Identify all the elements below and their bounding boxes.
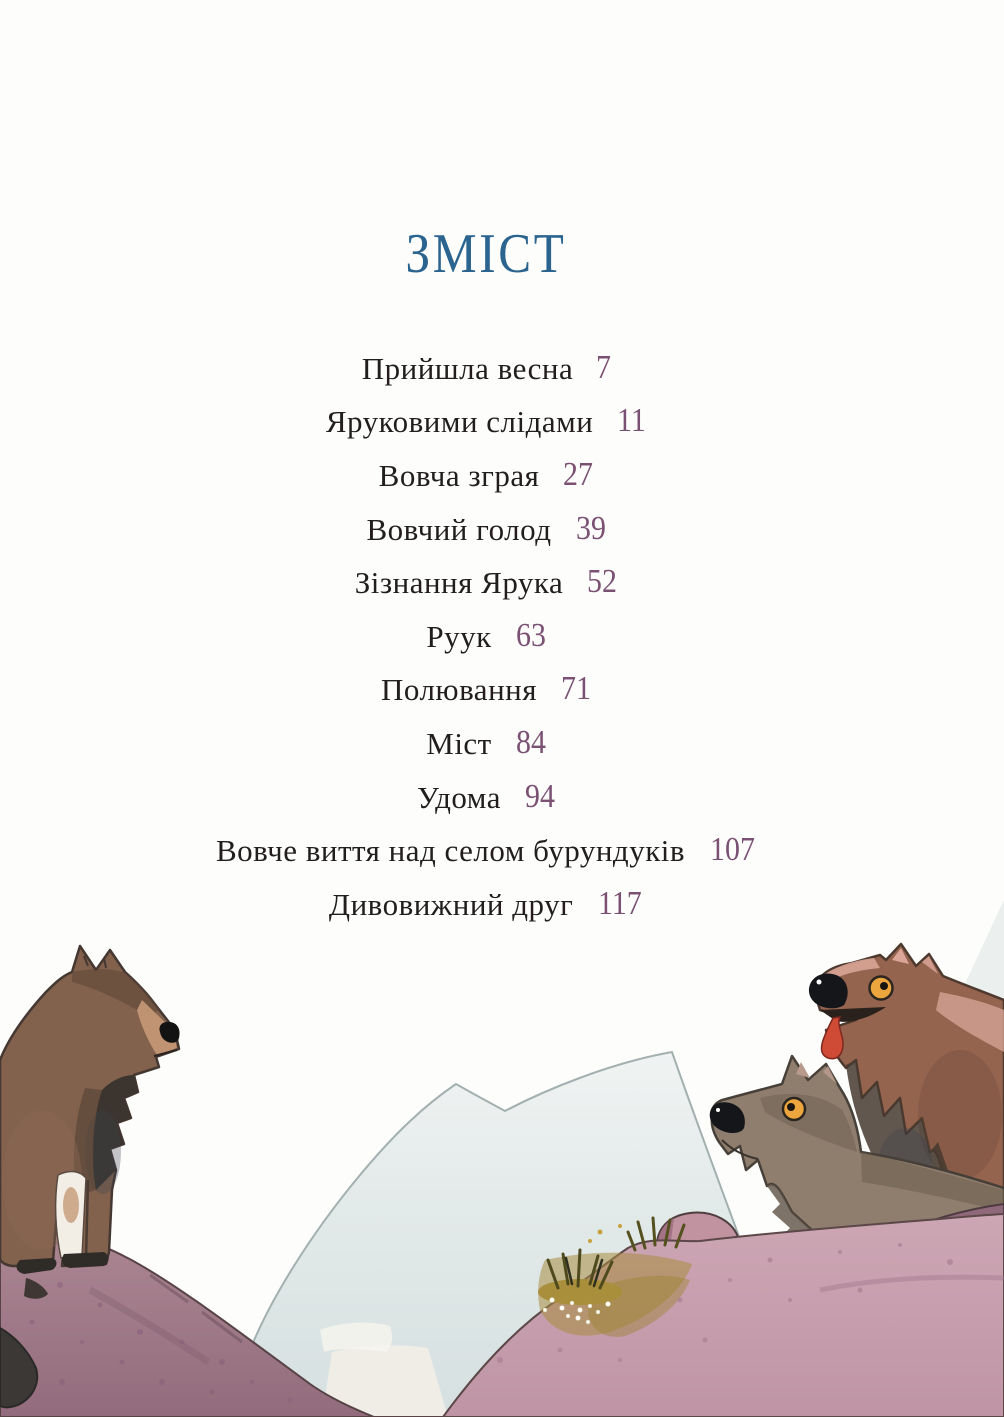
- chapter-title: Вовчий голод: [366, 511, 552, 547]
- chapter-page-number: 52: [587, 563, 618, 601]
- chapter-title: Зізнання Ярука: [354, 565, 564, 601]
- chapter-title: Міст: [426, 725, 492, 761]
- chapter-title: Прийшла весна: [361, 350, 574, 386]
- wolf-tail: [0, 1326, 39, 1409]
- chapter-title: Вовча зграя: [378, 457, 540, 493]
- chapter-title: Полювання: [380, 672, 538, 708]
- toc-entry: Вовче виття над селом бурундуків 107: [0, 824, 989, 878]
- chapter-title: Вовче виття над селом бурундуків: [215, 833, 686, 869]
- toc-entry: Прийшла весна 7: [0, 342, 989, 396]
- toc-entry: Яруковими слідами 11: [0, 396, 989, 450]
- grass-tufts: [538, 1216, 686, 1325]
- chapter-page-number: 63: [515, 616, 546, 654]
- wolves-illustration: [0, 900, 1004, 1417]
- chapter-page-number: 84: [515, 723, 546, 761]
- chapter-page-number: 107: [710, 831, 755, 869]
- toc-entry: Вовча зграя 27: [0, 449, 989, 503]
- left-wolf: [0, 944, 181, 1299]
- chapter-title: Яруковими слідами: [325, 404, 594, 440]
- gray-wolf: [709, 1054, 1004, 1248]
- toc-entry: Зізнання Ярука 52: [0, 556, 989, 610]
- chapter-page-number: 7: [596, 348, 612, 386]
- chapter-page-number: 39: [575, 509, 606, 547]
- chapter-page-number: 11: [617, 402, 647, 440]
- chapter-page-number: 117: [598, 884, 643, 922]
- toc-entry: Дивовижний друг 117: [0, 878, 989, 932]
- chapter-title: Дивовижний друг: [328, 886, 574, 922]
- toc-entry: Руук 63: [0, 610, 989, 664]
- toc-entry: Міст 84: [0, 717, 989, 771]
- chapter-title: Удома: [417, 779, 501, 815]
- chapter-page-number: 94: [525, 777, 555, 815]
- toc-entry: Удома 94: [0, 771, 989, 825]
- chapter-page-number: 71: [561, 670, 591, 708]
- toc-entry: Полювання 71: [0, 664, 989, 718]
- chapter-title: Руук: [426, 618, 492, 654]
- toc-entry: Вовчий голод 39: [0, 503, 989, 557]
- page-title: ЗМІСТ: [405, 223, 567, 285]
- chapter-page-number: 27: [563, 455, 594, 493]
- table-of-contents: Прийшла весна 7 Яруковими слідами 11 Вов…: [0, 342, 989, 932]
